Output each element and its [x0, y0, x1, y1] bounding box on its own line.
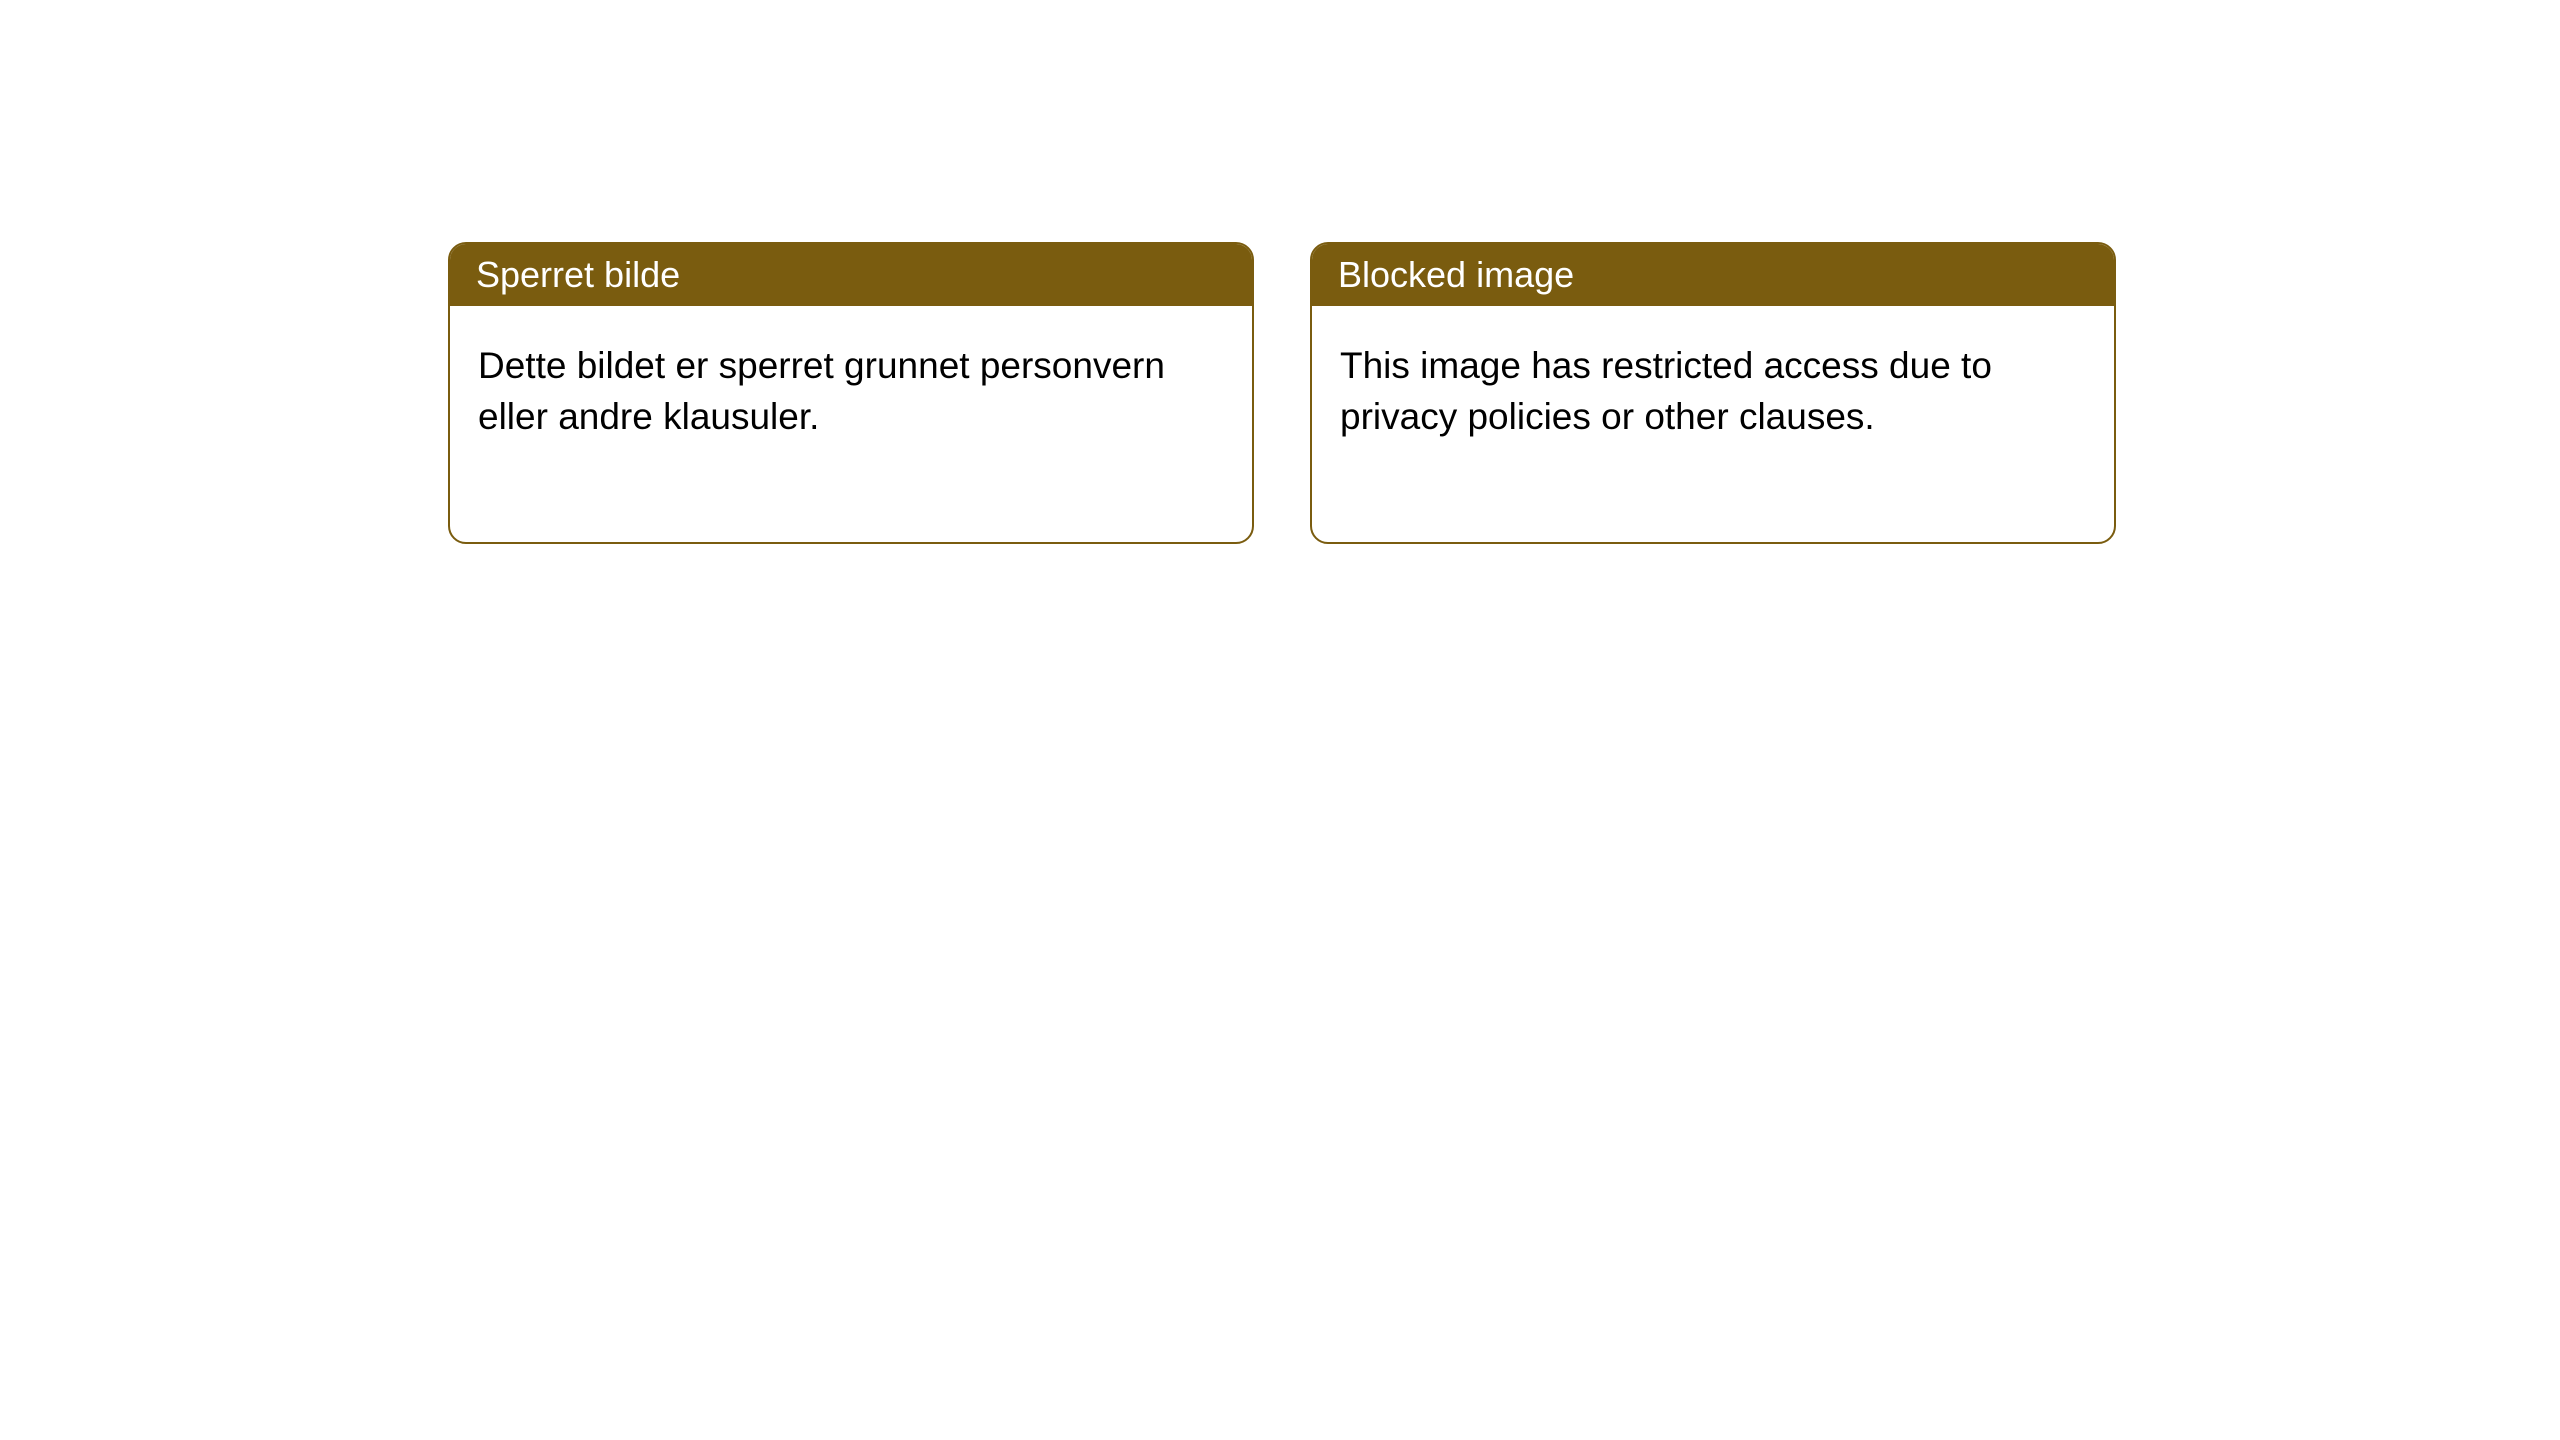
notice-title: Blocked image [1338, 254, 1574, 295]
notice-title: Sperret bilde [476, 254, 680, 295]
notice-body-text: This image has restricted access due to … [1340, 345, 1992, 437]
notice-body-text: Dette bildet er sperret grunnet personve… [478, 345, 1165, 437]
notice-body: This image has restricted access due to … [1312, 306, 2114, 542]
notice-card-norwegian: Sperret bilde Dette bildet er sperret gr… [448, 242, 1254, 544]
notice-header: Blocked image [1312, 244, 2114, 306]
notice-card-english: Blocked image This image has restricted … [1310, 242, 2116, 544]
notice-header: Sperret bilde [450, 244, 1252, 306]
notice-container: Sperret bilde Dette bildet er sperret gr… [0, 0, 2560, 544]
notice-body: Dette bildet er sperret grunnet personve… [450, 306, 1252, 542]
